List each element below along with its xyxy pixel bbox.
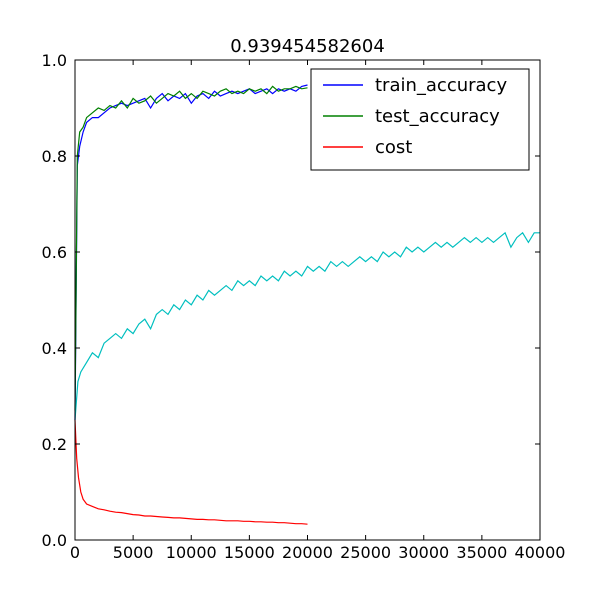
x-tick-label: 10000 [166,543,217,562]
x-tick-label: 20000 [282,543,333,562]
x-tick-label: 30000 [398,543,449,562]
series-line-test-accuracy [74,85,308,411]
ticks-layer: 0 5000 10000 15000 20000 25000 30000 35000 40000… [42,51,566,562]
y-tick-label: 0.4 [42,339,67,358]
x-tick-label: 5000 [113,543,154,562]
y-tick-label: 1.0 [42,51,67,70]
x-tick-label: 0 [70,543,80,562]
y-tick-label: 0.6 [42,243,67,262]
x-tick-label: 40000 [515,543,566,562]
y-tick-label: 0.2 [42,435,67,454]
legend-box [310,68,530,171]
y-tick-label: 0.0 [42,531,67,550]
legend-label-train-accuracy: train_accuracy [375,75,507,96]
chart-title: 0.939454582604 [230,36,385,57]
series-line-cost [74,419,308,525]
legend-label-test-accuracy: test_accuracy [375,106,500,127]
y-tick-label: 0.8 [42,147,67,166]
x-tick-label: 35000 [456,543,507,562]
series-layer [74,84,540,525]
series-line-4 [74,231,540,421]
legend-label-cost: cost [375,137,412,158]
x-tick-label: 15000 [224,543,275,562]
x-tick-label: 25000 [340,543,391,562]
series-line-train-accuracy [74,84,308,421]
